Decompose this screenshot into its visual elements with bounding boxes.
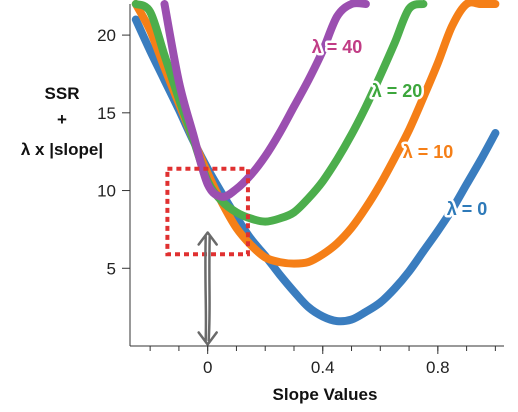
y-axis-title-line: SSR bbox=[45, 84, 80, 103]
x-tick-label: 0.8 bbox=[426, 358, 450, 377]
curves bbox=[131, 0, 500, 326]
y-tick-label: 20 bbox=[97, 26, 116, 45]
series-line-lambda-40 bbox=[160, 0, 370, 201]
y-tick-label: 5 bbox=[107, 259, 116, 278]
x-axis-title: Slope Values bbox=[273, 385, 378, 404]
series-labels: λ = 40 λ = 20 λ = 10 λ = 0 bbox=[309, 35, 490, 222]
y-tick-label: 10 bbox=[97, 182, 116, 201]
series-label-lambda-0: λ = 0 bbox=[447, 199, 488, 219]
annotation-layer bbox=[165, 166, 250, 346]
y-tick-label: 15 bbox=[97, 104, 116, 123]
axes: 0 0.4 0.8 5 10 15 20 Slope Values SSR + λ x |slope… bbox=[21, 4, 504, 404]
series-label-lambda-40: λ = 40 bbox=[312, 37, 363, 57]
double-arrow-icon bbox=[197, 231, 218, 346]
x-tick-label: 0.4 bbox=[311, 358, 335, 377]
x-tick-label: 0 bbox=[203, 358, 212, 377]
series-label-lambda-20: λ = 20 bbox=[372, 81, 423, 101]
y-axis-title-line: + bbox=[57, 110, 67, 129]
y-axis-title-line: λ x |slope| bbox=[21, 140, 103, 159]
series-label-lambda-10: λ = 10 bbox=[403, 142, 454, 162]
highlight-box bbox=[165, 166, 250, 257]
